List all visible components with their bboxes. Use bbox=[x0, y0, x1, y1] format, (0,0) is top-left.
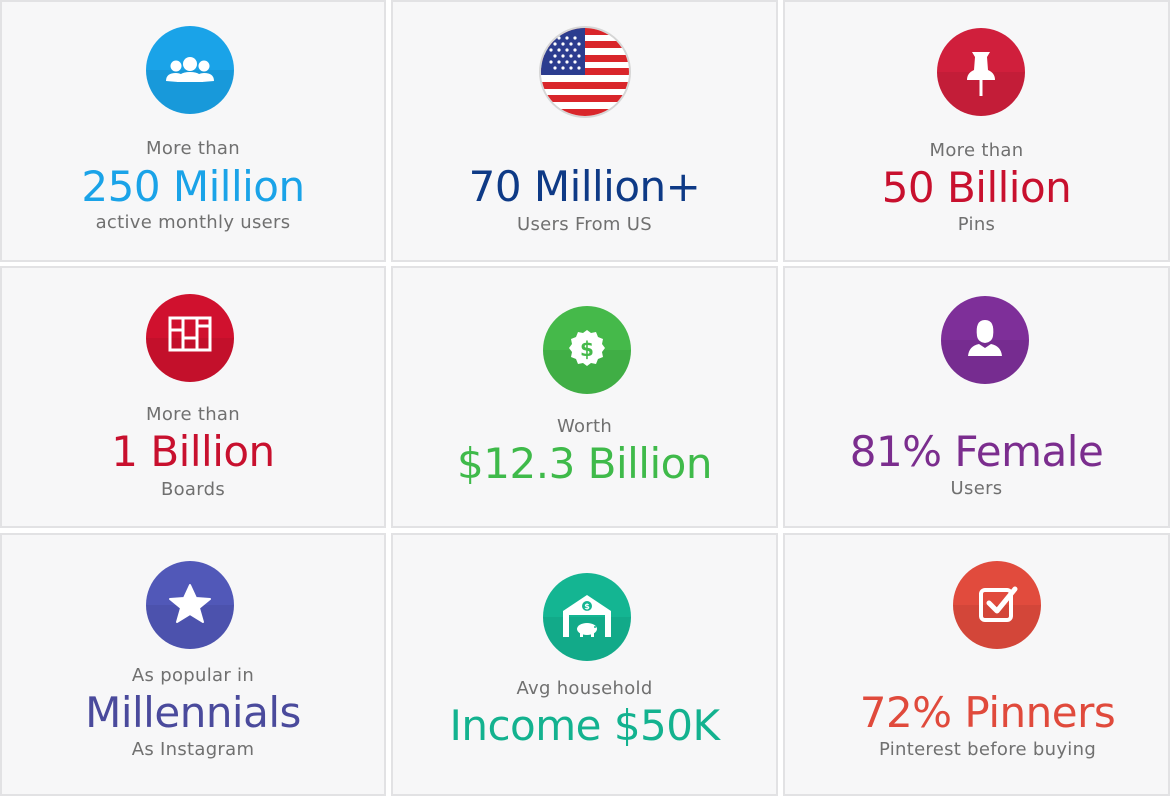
stat-value: Millennials bbox=[85, 688, 301, 737]
stat-prefix: More than bbox=[146, 138, 240, 159]
stat-value: Income $50K bbox=[449, 701, 720, 750]
stat-card-pinners: 72% Pinners Pinterest before buying bbox=[783, 533, 1170, 796]
svg-text:$: $ bbox=[584, 602, 590, 611]
stat-caption: active monthly users bbox=[95, 212, 291, 233]
stat-prefix: Worth bbox=[556, 416, 613, 437]
stat-value: 72% Pinners bbox=[859, 688, 1116, 737]
svg-text:$: $ bbox=[580, 337, 594, 361]
us-flag-icon bbox=[541, 28, 629, 116]
stat-caption: Users From US bbox=[517, 214, 652, 235]
stat-card-pins: More than 50 Billion Pins bbox=[783, 0, 1170, 262]
stat-card-users: More than 250 Million active monthly use… bbox=[0, 0, 386, 262]
bank-piggy-icon: $ bbox=[543, 573, 631, 661]
stat-value: 1 Billion bbox=[111, 427, 275, 476]
pushpin-icon bbox=[937, 28, 1025, 116]
stat-caption: Users bbox=[950, 478, 1003, 499]
boards-icon bbox=[146, 294, 234, 382]
stat-caption: As Instagram bbox=[131, 739, 255, 760]
stat-caption: Boards bbox=[160, 479, 226, 500]
stat-caption: Pins bbox=[957, 214, 996, 235]
stat-card-worth: $ Worth $12.3 Billion bbox=[391, 266, 778, 528]
stat-value: 250 Million bbox=[81, 162, 305, 211]
star-icon bbox=[146, 561, 234, 649]
female-user-icon bbox=[941, 296, 1029, 384]
users-icon bbox=[146, 26, 234, 114]
stat-card-income: $ Avg household Income $50K bbox=[391, 533, 778, 796]
stat-card-us-users: 70 Million+ Users From US bbox=[391, 0, 778, 262]
stat-card-millennials: As popular in Millennials As Instagram bbox=[0, 533, 386, 796]
stat-prefix: More than bbox=[929, 140, 1024, 161]
stat-card-boards: More than 1 Billion Boards bbox=[0, 266, 386, 528]
stat-caption: Pinterest before buying bbox=[878, 739, 1097, 760]
dollar-badge-icon: $ bbox=[543, 306, 631, 394]
stat-value: $12.3 Billion bbox=[457, 439, 712, 488]
stat-prefix: More than bbox=[146, 404, 240, 425]
stat-card-female: 81% Female Users bbox=[783, 266, 1170, 528]
stat-prefix: Avg household bbox=[516, 678, 653, 699]
stat-prefix: As popular in bbox=[131, 665, 255, 686]
checkbox-icon bbox=[953, 561, 1041, 649]
stat-value: 81% Female bbox=[849, 427, 1104, 476]
stat-value: 50 Billion bbox=[881, 163, 1072, 212]
stat-value: 70 Million+ bbox=[468, 162, 701, 211]
